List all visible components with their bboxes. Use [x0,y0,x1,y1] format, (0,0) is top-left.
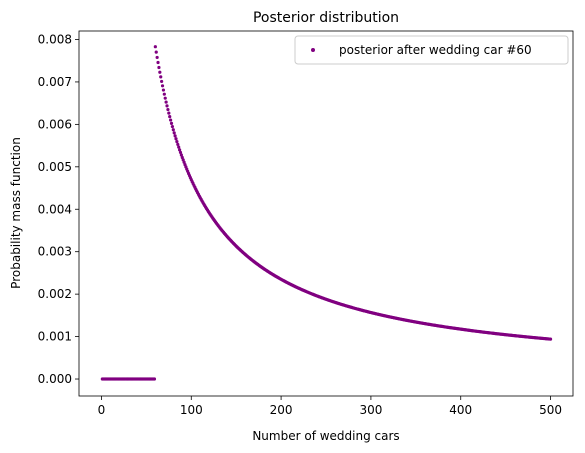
data-point [157,65,161,70]
y-tick-label: 0.005 [38,160,72,174]
legend-box [294,35,569,65]
x-tick-label: 100 [180,403,203,417]
y-tick-label: 0.007 [38,75,72,89]
x-axis-label: Number of wedding cars [252,429,399,443]
plot-frame [78,30,574,397]
data-point [176,142,180,147]
x-axis: 0 100 200 300 400 500 [98,396,562,417]
data-point [167,111,171,115]
data-point [548,337,553,341]
y-tick-label: 0.000 [38,372,72,386]
data-point [162,92,166,96]
data-point [153,45,157,49]
data-point [154,50,158,54]
data-point [163,96,167,100]
data-point [158,70,162,74]
data-point [180,155,184,160]
legend-entry: posterior after wedding car #60 [339,43,532,57]
data-point [178,148,182,152]
y-tick-label: 0.008 [38,32,72,46]
y-tick-label: 0.002 [38,287,72,301]
data-point [171,128,175,132]
data-point [169,118,173,122]
data-point [169,121,174,125]
x-tick-label: 500 [539,403,562,417]
y-tick-label: 0.004 [38,202,72,216]
data-point [159,75,163,79]
data-points [100,45,553,381]
y-tick-label: 0.001 [38,330,72,344]
x-tick-label: 0 [98,403,106,417]
data-point [161,88,166,92]
data-point [170,125,175,129]
data-point [175,140,179,144]
x-tick-label: 200 [270,403,293,417]
data-point [178,150,183,155]
data-point [152,377,157,381]
data-point [174,137,178,141]
data-point [155,55,159,60]
data-point [177,145,181,149]
data-point [160,84,165,88]
y-axis-label: Probability mass function [9,137,23,289]
y-tick-label: 0.006 [38,117,72,131]
chart-title: Posterior distribution [253,10,399,26]
data-point [160,79,164,84]
legend-marker [311,48,315,52]
legend: posterior after wedding car #60 [294,35,569,65]
data-point [164,100,168,104]
data-point [168,115,172,119]
data-point [172,131,176,135]
x-tick-label: 400 [449,403,472,417]
data-point [165,104,169,108]
data-point [173,134,177,138]
y-tick-label: 0.003 [38,245,72,259]
data-point [179,153,183,157]
data-point [166,107,170,112]
x-tick-label: 300 [359,403,382,417]
y-axis: 0.000 0.001 0.002 0.003 0.004 0.005 0.006 0.007… [38,32,79,386]
data-point [156,60,160,65]
